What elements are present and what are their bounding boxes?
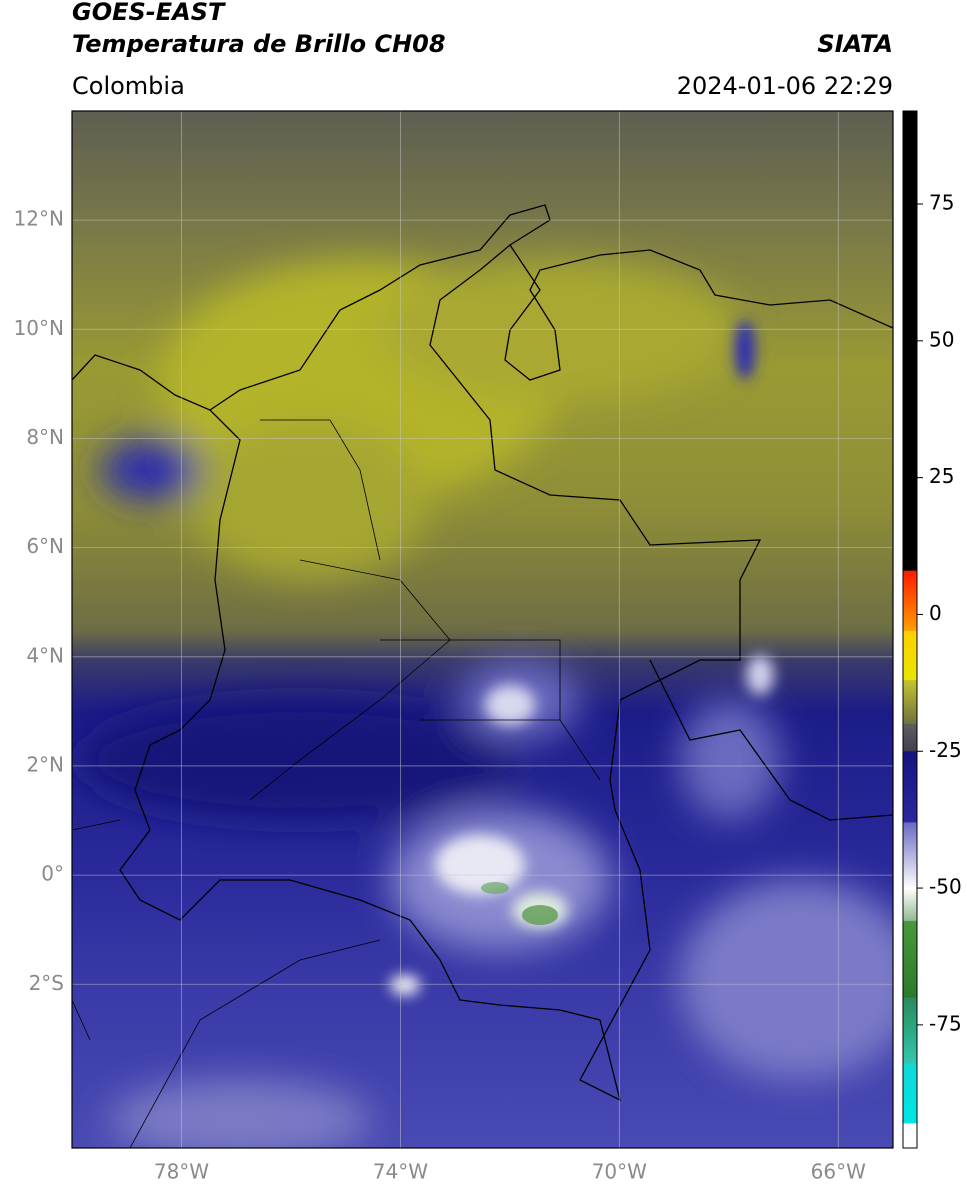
satellite-image (72, 111, 893, 1148)
colorbar-segment (903, 680, 917, 725)
colorbar-segment (903, 751, 917, 823)
colorbar-frame (902, 110, 918, 1149)
region: Colombia (72, 72, 185, 100)
x-tick-label: 74°W (373, 1160, 428, 1184)
y-tick-label: 0° (41, 862, 64, 886)
y-tick-label: 2°N (26, 752, 64, 776)
colorbar-tick-label: 50 (929, 327, 954, 351)
colorbar-segment (903, 1063, 917, 1124)
colorbar-segment (903, 888, 917, 922)
datetime: 2024-01-06 22:29 (677, 72, 893, 100)
country-border (72, 939, 381, 1148)
subtitle: Temperatura de Brillo CH08 (72, 30, 446, 58)
colorbar-tick-label: 0 (929, 601, 942, 625)
cold-cloud-top (481, 882, 509, 894)
source: SIATA (817, 30, 893, 58)
colorbar-segment (903, 997, 917, 1064)
y-tick-label: 4°N (26, 643, 64, 667)
colorbar-tick-label: -25 (929, 738, 962, 762)
colorbar-segment (903, 630, 917, 681)
department-border (72, 419, 601, 831)
colorbar-tick-label: 25 (929, 464, 954, 488)
x-tick-label: 66°W (811, 1160, 866, 1184)
colorbar-tick-label: 75 (929, 191, 954, 215)
colorbar-segment (903, 822, 917, 889)
y-tick-label: 12°N (14, 207, 64, 231)
colorbar-segment (903, 723, 917, 752)
colorbar-segment (903, 920, 917, 999)
colorbar-segment (903, 1123, 917, 1149)
title: GOES-EAST (72, 0, 226, 26)
colorbar (903, 111, 917, 1149)
colorbar-tick-label: -50 (929, 875, 962, 899)
cold-cloud-top (522, 905, 558, 925)
x-tick-label: 78°W (154, 1160, 209, 1184)
x-tick-label: 70°W (592, 1160, 647, 1184)
colorbar-segment (903, 111, 917, 572)
colorbar-tick-label: -75 (929, 1011, 962, 1035)
country-border (72, 204, 762, 1102)
y-tick-label: 2°S (29, 971, 64, 995)
boundaries (72, 204, 893, 1148)
map-frame (71, 110, 894, 1149)
y-tick-label: 6°N (26, 534, 64, 558)
colorbar-segment (903, 570, 917, 632)
country-border (649, 659, 893, 821)
y-tick-label: 10°N (14, 316, 64, 340)
graticule (72, 111, 893, 1148)
coastline (504, 244, 893, 381)
y-tick-label: 8°N (26, 425, 64, 449)
